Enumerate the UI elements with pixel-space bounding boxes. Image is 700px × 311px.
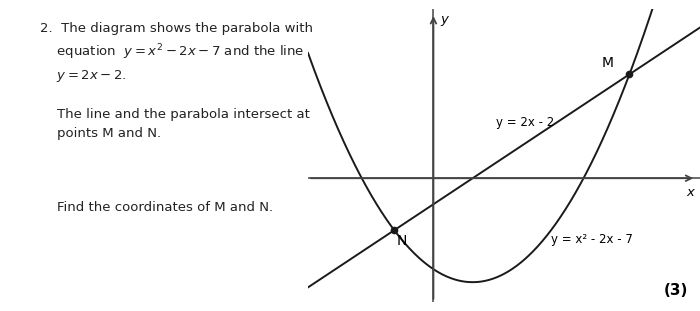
Text: N: N — [396, 234, 407, 248]
Text: y = x² - 2x - 7: y = x² - 2x - 7 — [551, 233, 633, 246]
Text: y: y — [440, 13, 449, 26]
Text: 2.  The diagram shows the parabola with
    equation  $y = x^2- 2x- 7$ and the l: 2. The diagram shows the parabola with e… — [40, 22, 313, 214]
Text: (3): (3) — [664, 283, 688, 298]
Text: y = 2x - 2: y = 2x - 2 — [496, 116, 554, 129]
Text: x: x — [686, 186, 694, 199]
Text: M: M — [602, 56, 614, 70]
